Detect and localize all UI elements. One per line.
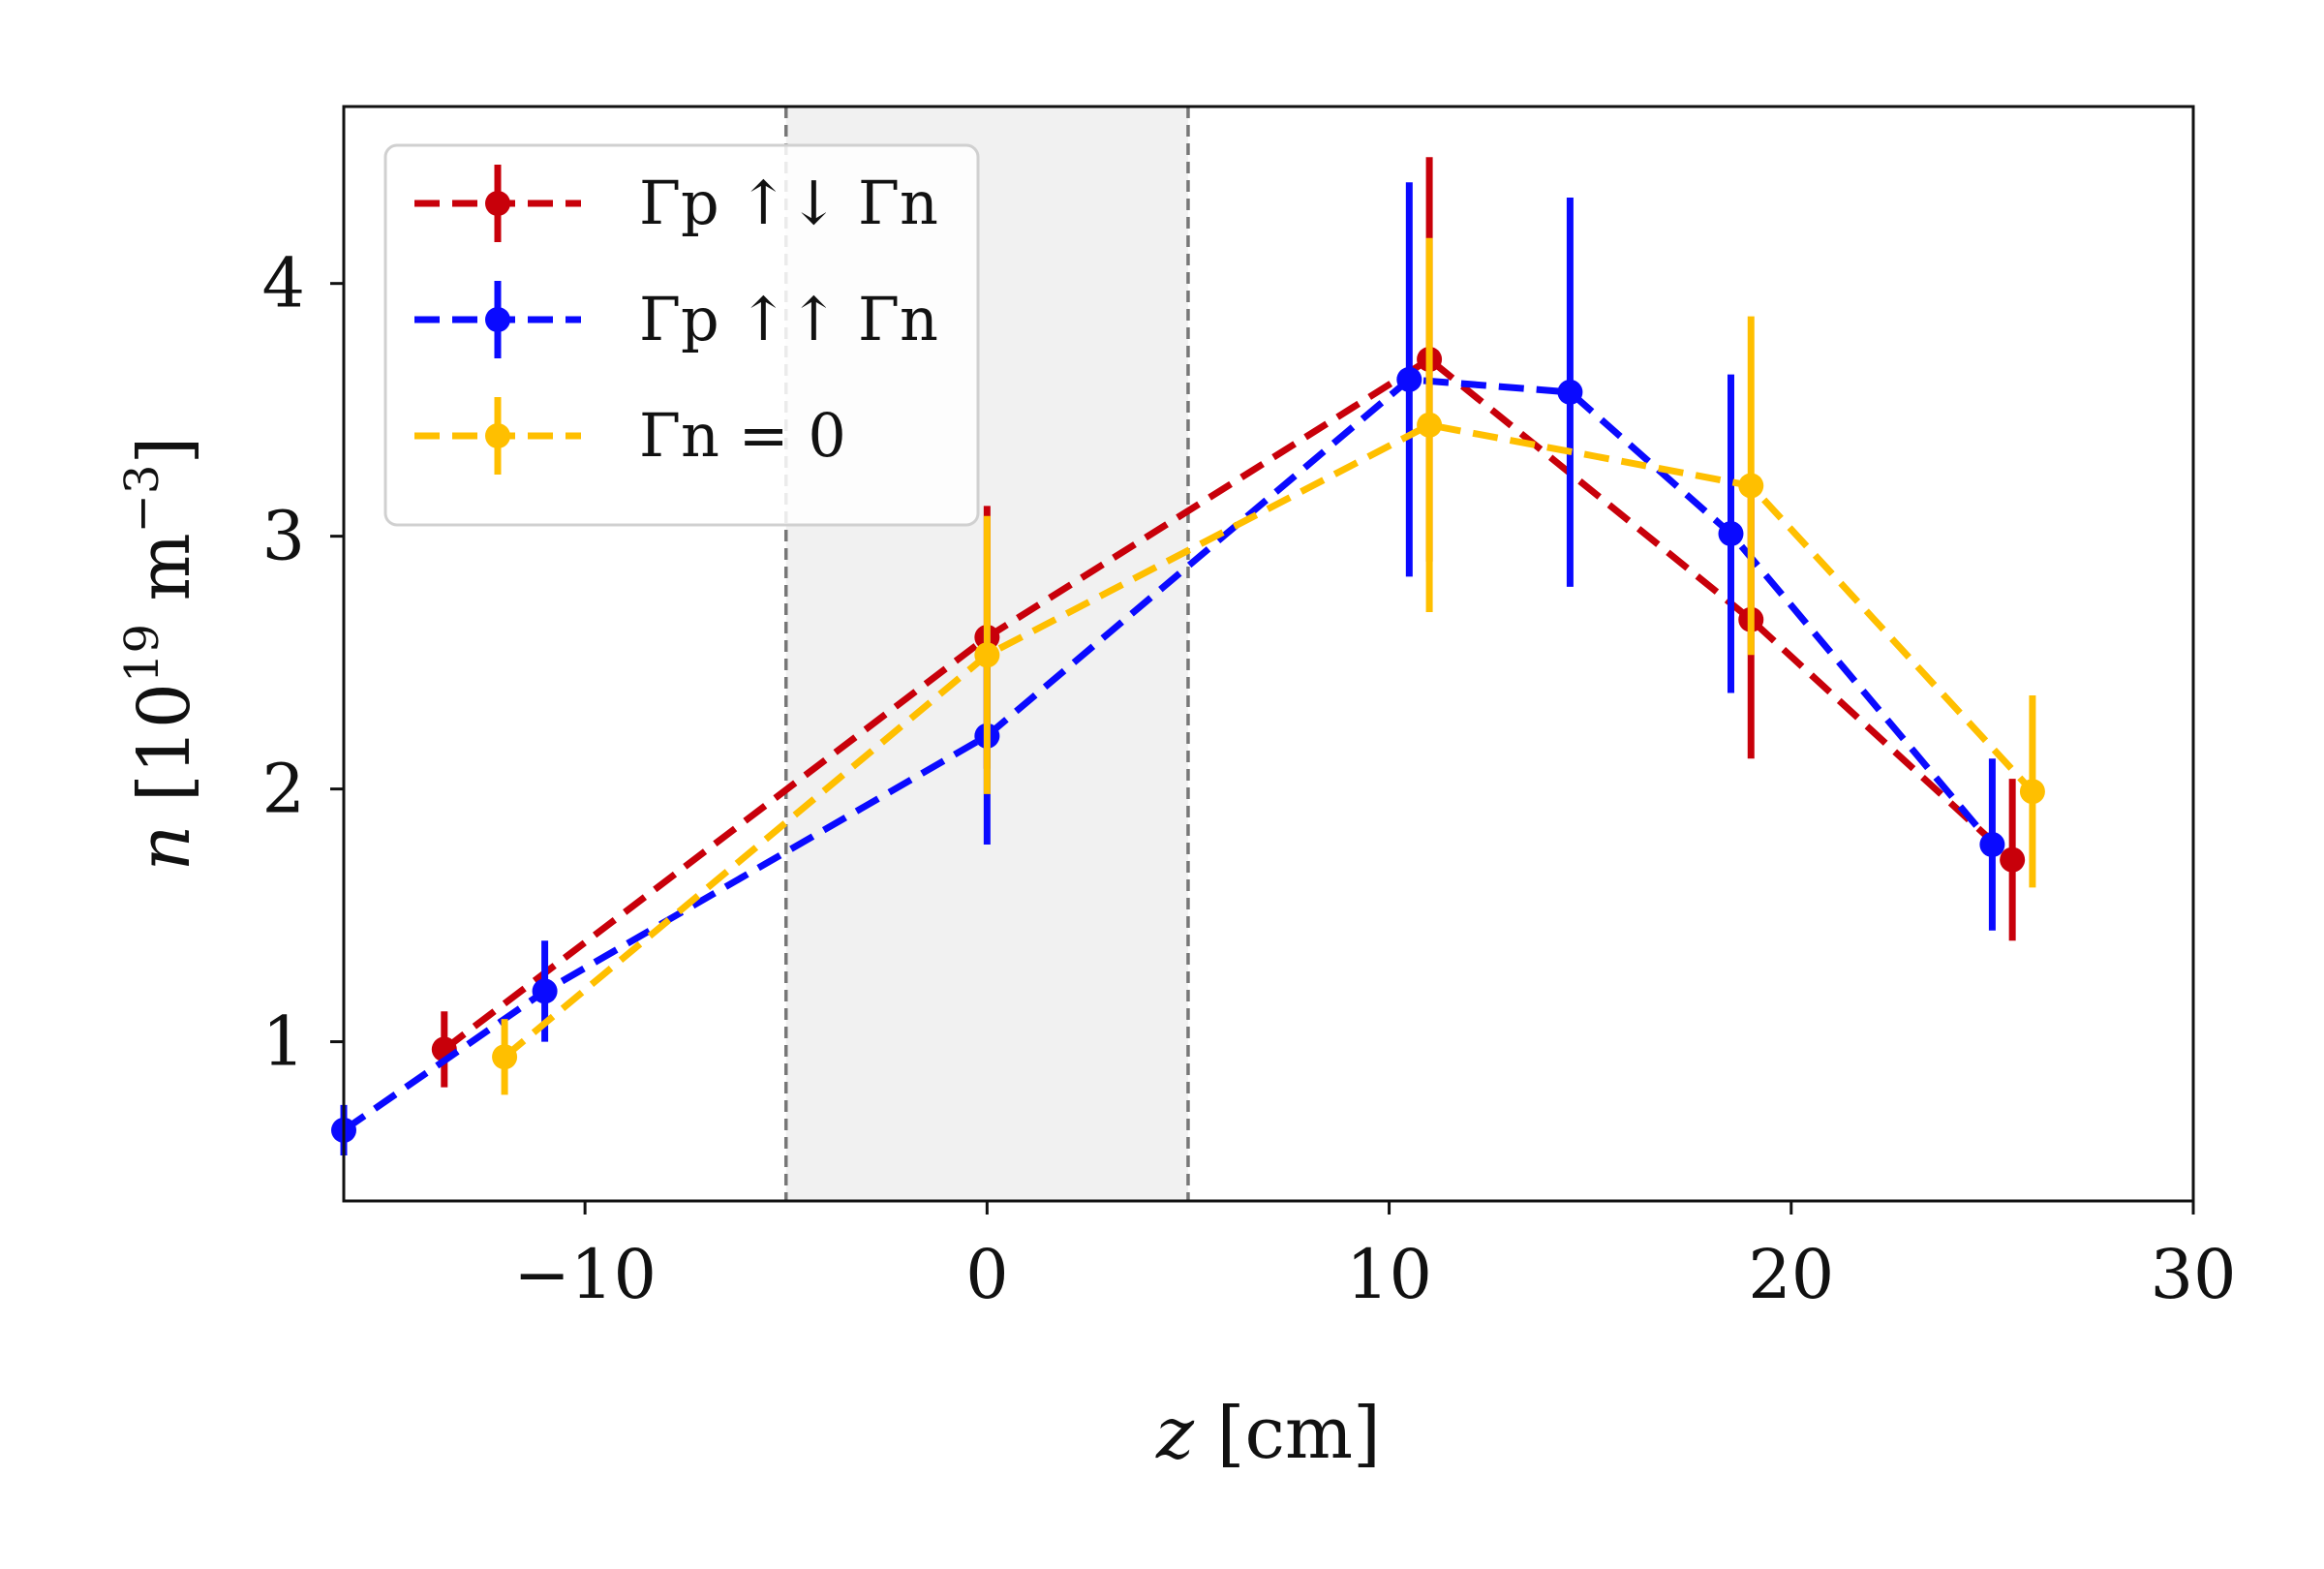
- x-tick-label: 0: [965, 1235, 1009, 1314]
- data-point: [492, 1044, 518, 1070]
- legend-marker: [485, 191, 510, 216]
- data-point: [1738, 473, 1764, 499]
- series-layer: [331, 157, 2045, 1156]
- legend-marker: [485, 423, 510, 448]
- legend-entry-3: Γn = 0: [414, 397, 846, 475]
- data-point: [1718, 521, 1744, 547]
- series-line: [502, 421, 2035, 1060]
- y-tick-label: 4: [261, 244, 305, 323]
- x-tick-label: 10: [1346, 1235, 1432, 1314]
- legend-box: [383, 143, 980, 527]
- tick-layer: −10 0 10 20 30 1 2 3 4: [261, 244, 2236, 1314]
- legend-entries: Γp ↑↓ Γn Γp ↑↑ Γn Γn = 0: [414, 165, 938, 475]
- legend: Γp ↑↓ Γn Γp ↑↑ Γn Γn = 0: [383, 143, 980, 527]
- legend-entry-2: Γp ↑↑ Γn: [414, 281, 938, 358]
- data-point: [1396, 366, 1422, 392]
- data-point: [1979, 832, 2005, 858]
- series-3: [492, 237, 2045, 1095]
- x-tick-label: 20: [1748, 1235, 1834, 1314]
- legend-marker: [485, 307, 510, 332]
- x-axis-title: z [cm]: [1155, 1392, 1381, 1475]
- y-tick-label: 2: [261, 750, 305, 829]
- y-tick-label: 3: [261, 497, 305, 576]
- plot-frame: [342, 105, 2195, 1203]
- data-point: [1557, 379, 1583, 405]
- y-tick-label: 1: [261, 1002, 305, 1082]
- data-point: [1417, 412, 1443, 438]
- legend-entry-1: Γp ↑↓ Γn: [414, 165, 938, 242]
- data-point: [2019, 779, 2045, 805]
- data-point: [974, 642, 1000, 668]
- legend-label: Γp ↑↓ Γn: [639, 168, 938, 238]
- y-axis-title: n [1019 m−3]: [115, 437, 206, 872]
- series-line: [442, 354, 2015, 1053]
- legend-label: Γp ↑↑ Γn: [639, 284, 938, 354]
- data-point: [532, 978, 558, 1004]
- legend-label: Γn = 0: [639, 400, 846, 471]
- data-point: [2000, 846, 2026, 873]
- x-tick-label: −10: [513, 1235, 657, 1314]
- x-tick-label: 30: [2150, 1235, 2236, 1314]
- series-2: [331, 182, 2005, 1156]
